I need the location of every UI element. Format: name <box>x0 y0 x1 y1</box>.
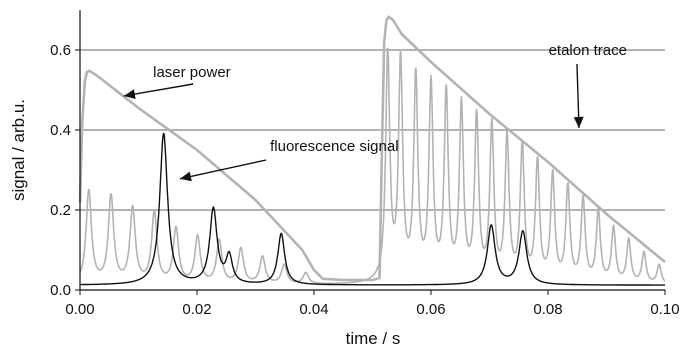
x-tick-label-1: 0.02 <box>182 301 211 318</box>
x-tick-label-3: 0.06 <box>416 301 445 318</box>
annotation-arrowhead-1 <box>180 171 192 182</box>
gridlines <box>80 49 665 211</box>
series-fluorescence-line <box>79 132 666 286</box>
x-tick-label-2: 0.04 <box>299 301 328 318</box>
y-tick-label-3: 0.6 <box>50 42 71 59</box>
annotation-label-0: laser power <box>153 64 231 81</box>
y-axis-title: signal / arb.u. <box>9 99 28 201</box>
annotation-arrowhead-0 <box>123 89 136 99</box>
series-lines <box>78 15 666 286</box>
axis-ticks: 0.0 0.2 0.4 0.6 0.00 0.02 0.04 0.06 0.08 0.10 <box>50 42 679 318</box>
series-etalon-line <box>79 47 666 285</box>
annotation-arrow-line-1 <box>179 159 267 180</box>
annotation-arrow-line-0 <box>123 83 194 97</box>
annotation-label-2: etalon trace <box>549 42 627 59</box>
y-tick-label-1: 0.2 <box>50 202 71 219</box>
y-tick-label-0: 0.0 <box>50 282 71 299</box>
annotation-arrowhead-2 <box>573 116 584 128</box>
annotation-label-1: fluorescence signal <box>270 138 398 155</box>
y-tick-label-2: 0.4 <box>50 122 71 139</box>
series-laser-line <box>78 15 666 282</box>
x-axis-title: time / s <box>346 329 401 348</box>
x-tick-label-5: 0.10 <box>650 301 679 318</box>
annotations: laser power fluorescence signal etalon tra… <box>123 42 627 182</box>
x-tick-label-0: 0.00 <box>65 301 94 318</box>
axes <box>79 10 665 291</box>
x-tick-label-4: 0.08 <box>533 301 562 318</box>
